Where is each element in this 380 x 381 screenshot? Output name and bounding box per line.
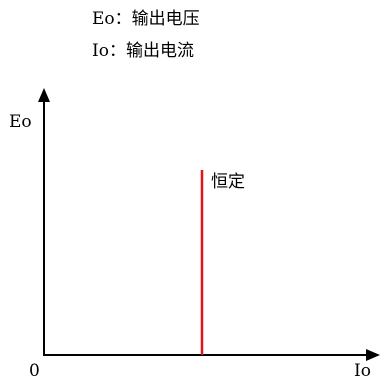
legend-output-current: Io：输出电流 xyxy=(92,41,194,61)
origin-label: 0 xyxy=(29,361,40,381)
y-axis-label: Eo xyxy=(9,112,32,132)
legend-output-voltage: Eo：输出电压 xyxy=(92,9,200,29)
constant-label: 恒定 xyxy=(211,172,245,192)
x-axis-label: Io xyxy=(354,361,371,381)
x-axis-arrow xyxy=(366,349,380,361)
y-axis-arrow xyxy=(38,88,50,102)
